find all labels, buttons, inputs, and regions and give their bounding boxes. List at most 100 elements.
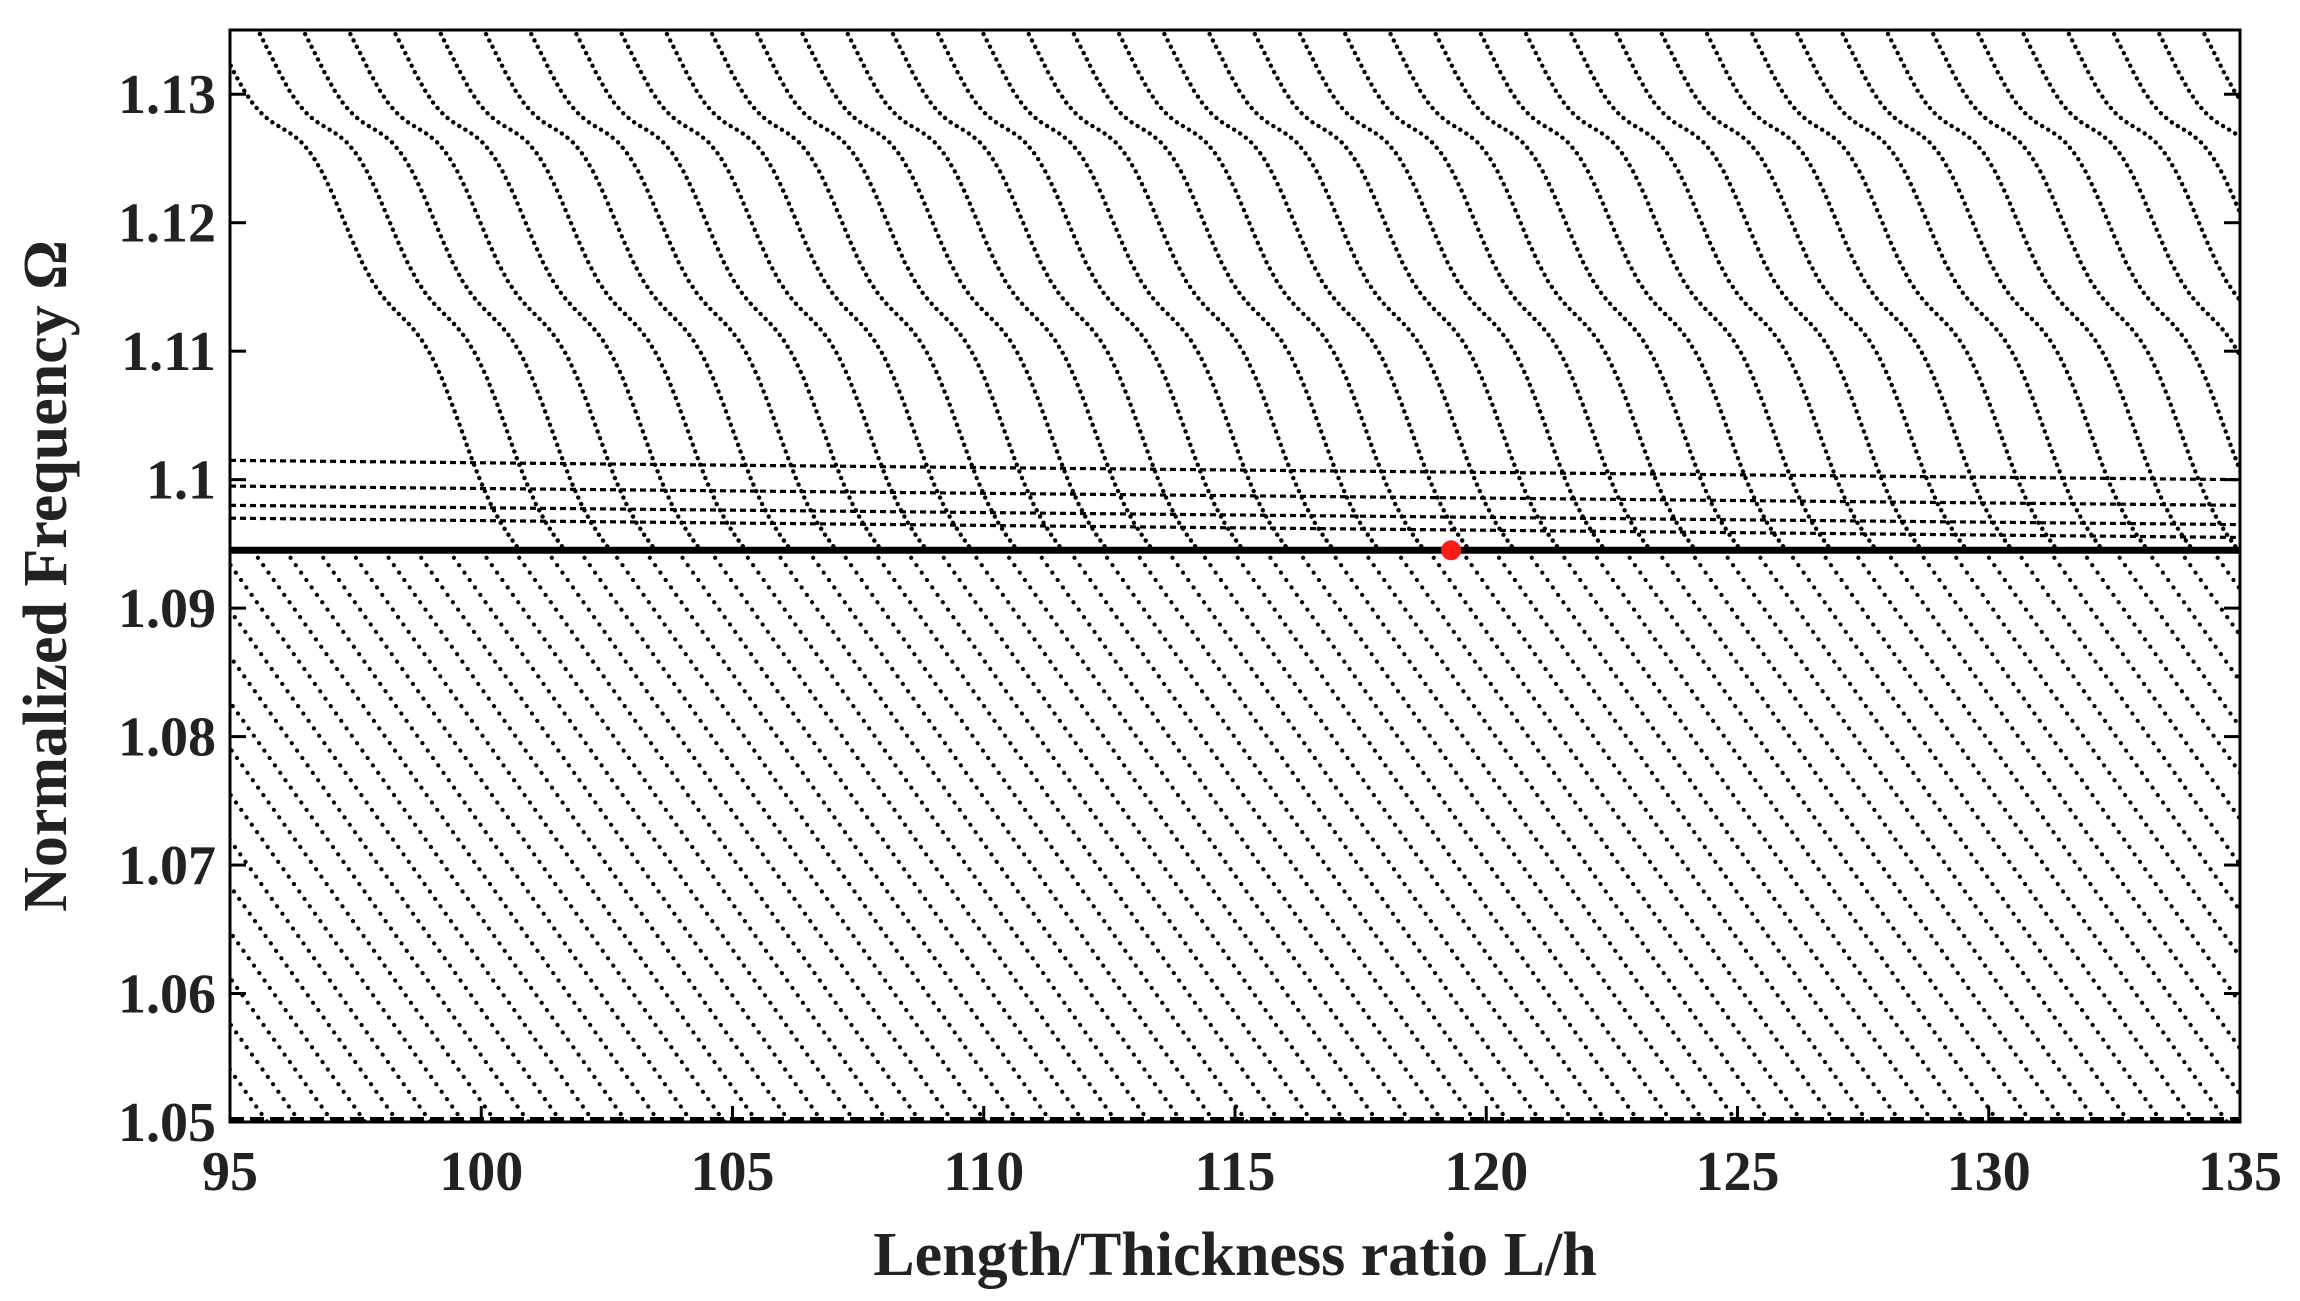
lower-mode-curve-13 <box>250 548 662 1122</box>
upper-mode-curve-14 <box>842 30 1155 553</box>
upper-mode-curve-17 <box>978 30 1291 553</box>
upper-mode-curve-30 <box>1566 30 1879 553</box>
x-tick-label-3: 110 <box>943 1141 1024 1203</box>
lower-mode-curve-25 <box>642 548 1054 1122</box>
lower-mode-curve-18 <box>413 548 825 1122</box>
lower-mode-curve-28 <box>740 548 1152 1122</box>
upper-mode-curve-13 <box>797 30 1110 553</box>
upper-mode-curve-16 <box>933 30 1246 553</box>
upper-mode-curve-1 <box>255 30 568 553</box>
upper-mode-curve-8 <box>571 30 884 553</box>
y-tick-label-2: 1.07 <box>118 835 216 897</box>
lower-mode-curve-29 <box>773 548 1184 1122</box>
lower-mode-curve-65 <box>1948 548 2240 961</box>
y-tick-label-0: 1.05 <box>118 1092 216 1154</box>
lower-mode-curve-63 <box>1883 548 2240 1053</box>
y-tick-label-5: 1.1 <box>146 450 216 512</box>
lower-mode-curve-45 <box>1295 548 1707 1122</box>
lower-mode-curve-19 <box>446 548 858 1122</box>
upper-mode-curve-24 <box>1295 30 1608 553</box>
upper-mode-curve-9 <box>616 30 929 553</box>
lower-mode-curve-42 <box>1197 548 1609 1122</box>
lower-mode-curve-31 <box>838 548 1250 1122</box>
upper-mode-curve-7 <box>526 30 839 553</box>
upper-mode-curve-39 <box>1973 30 2240 477</box>
lower-mode-curve-26 <box>675 548 1086 1122</box>
plateau-band-3 <box>230 458 2240 482</box>
lower-mode-curve-58 <box>1720 548 2132 1122</box>
lower-mode-curve-35 <box>969 548 1380 1122</box>
upper-mode-curve-20 <box>1114 30 1427 553</box>
lower-mode-curve-24 <box>609 548 1021 1122</box>
x-tick-label-5: 120 <box>1444 1141 1528 1203</box>
lower-mode-curve-60 <box>1785 548 2197 1122</box>
lower-mode-curve-41 <box>1165 548 1576 1122</box>
lower-mode-curve-54 <box>1589 548 2001 1122</box>
lower-mode-curve-22 <box>544 548 956 1122</box>
lower-mode-curve-48 <box>1393 548 1805 1122</box>
upper-mode-curve-21 <box>1159 30 1472 553</box>
lower-mode-curve-64 <box>1916 548 2240 1007</box>
lower-mode-curve-38 <box>1067 548 1478 1122</box>
upper-mode-curve-6 <box>481 30 794 553</box>
lower-mode-curve-11 <box>230 606 596 1122</box>
y-tick-label-1: 1.06 <box>118 964 216 1026</box>
lower-mode-curve-55 <box>1622 548 2034 1122</box>
lower-mode-curve-71 <box>2144 548 2240 685</box>
upper-mode-curve-44 <box>2199 30 2240 104</box>
lower-mode-curve-37 <box>1034 548 1446 1122</box>
upper-mode-curve-19 <box>1069 30 1382 553</box>
upper-mode-curve-22 <box>1204 30 1517 553</box>
upper-mode-curve-37 <box>1883 30 2196 553</box>
plateau-band-1 <box>230 503 2240 527</box>
lower-mode-curve-69 <box>2079 548 2240 777</box>
lower-mode-curve-39 <box>1099 548 1511 1122</box>
lower-mode-curve-68 <box>2046 548 2240 823</box>
upper-mode-curve-34 <box>1747 30 2060 553</box>
lower-mode-curve-52 <box>1524 548 1936 1122</box>
x-tick-label-6: 125 <box>1696 1141 1780 1203</box>
lower-mode-curve-12 <box>230 560 629 1122</box>
upper-mode-curve-23 <box>1250 30 1563 553</box>
lower-mode-curve-36 <box>1001 548 1413 1122</box>
y-tick-label-6: 1.11 <box>121 321 216 383</box>
mode-curves <box>230 30 2240 1122</box>
lower-mode-curve-57 <box>1687 548 2099 1122</box>
upper-mode-curve-18 <box>1023 30 1336 553</box>
upper-mode-curve-40 <box>2018 30 2240 361</box>
upper-mode-curve-25 <box>1340 30 1653 553</box>
plateau-band-2 <box>230 484 2240 507</box>
lower-mode-curve-66 <box>1981 548 2240 915</box>
upper-mode-curve-0 <box>230 59 522 553</box>
lower-mode-curve-67 <box>2014 548 2240 869</box>
lower-mode-curve-33 <box>903 548 1315 1122</box>
y-axis: 1.05 1.06 1.07 1.08 1.09 1.1 1.11 1.12 1.13 <box>118 64 2240 1154</box>
lower-mode-curve-53 <box>1557 548 1968 1122</box>
upper-mode-curve-33 <box>1702 30 2015 553</box>
y-tick-label-4: 1.09 <box>118 578 216 640</box>
upper-mode-curve-31 <box>1611 30 1924 553</box>
upper-mode-curve-2 <box>300 30 613 553</box>
upper-mode-curve-28 <box>1476 30 1789 553</box>
lower-mode-curve-47 <box>1361 548 1772 1122</box>
upper-mode-curve-38 <box>1928 30 2240 553</box>
lower-mode-curve-15 <box>315 548 727 1122</box>
lower-mode-curve-16 <box>348 548 760 1122</box>
lower-mode-curve-46 <box>1328 548 1740 1122</box>
upper-mode-curve-29 <box>1521 30 1834 553</box>
lower-mode-curve-27 <box>707 548 1119 1122</box>
highlight-point-0 <box>1441 540 1462 561</box>
lower-mode-curve-43 <box>1230 548 1642 1122</box>
x-tick-label-8: 135 <box>2198 1141 2282 1203</box>
y-axis-label: Normalized Frequency Ω <box>12 240 80 912</box>
x-tick-label-2: 105 <box>691 1141 775 1203</box>
upper-mode-curve-36 <box>1837 30 2150 553</box>
plot-area <box>228 28 2242 1124</box>
x-tick-label-1: 100 <box>439 1141 523 1203</box>
lower-mode-curve-62 <box>1850 548 2240 1099</box>
upper-mode-curve-41 <box>2064 30 2240 304</box>
lower-mode-curve-21 <box>511 548 923 1122</box>
y-tick-label-3: 1.08 <box>118 707 216 769</box>
x-axis-label: Length/Thickness ratio L/h <box>873 1221 1596 1289</box>
